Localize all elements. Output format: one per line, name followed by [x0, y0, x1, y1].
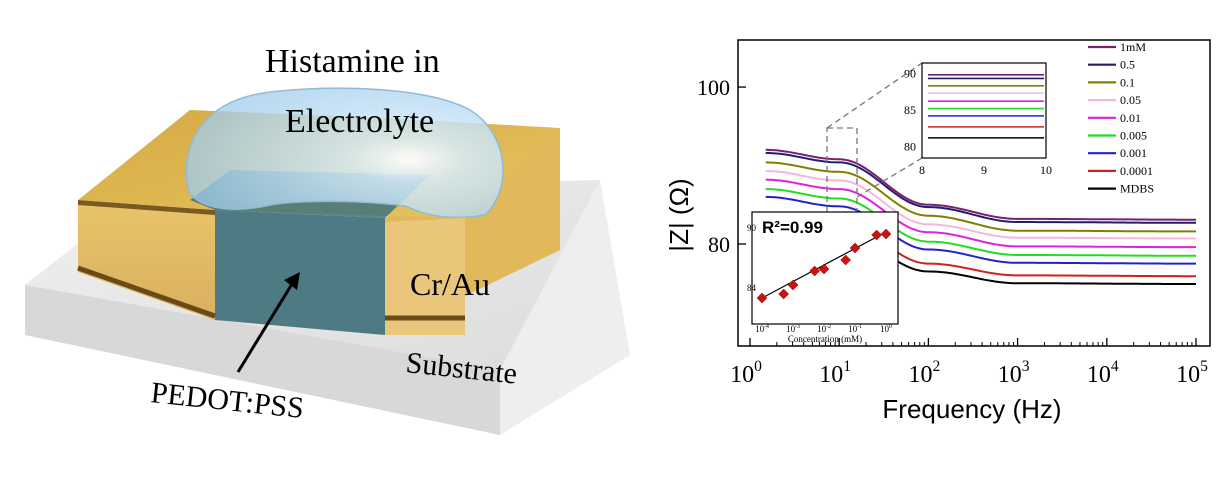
calibration-inset-content: 84 90 10-4 10-3 10-2 10-1 100	[747, 223, 892, 334]
x-tick-label: 100	[730, 358, 762, 388]
x-tick-label: 102	[909, 358, 941, 388]
legend-label: 0.001	[1120, 146, 1147, 160]
series-line-1	[765, 148, 1196, 221]
electrolyte-droplet	[185, 87, 504, 219]
legend-label: 0.005	[1120, 129, 1147, 143]
zoom-connector-bottom	[856, 157, 923, 198]
x-tick-label: 104	[1087, 358, 1119, 388]
data-point	[809, 265, 821, 277]
zoom-connector-top	[826, 62, 923, 129]
series-line-2	[765, 152, 1196, 224]
device-schematic: Histamine in Electrolyte Cr/Au Substrate…	[25, 43, 630, 435]
legend-label: MDBS	[1120, 182, 1154, 196]
series-line-7	[765, 195, 1196, 265]
y-tick-label: 100	[697, 75, 730, 100]
legend-label: 0.0001	[1120, 164, 1153, 178]
x-ticks: 100 101 102 103 104 105	[730, 338, 1208, 388]
legend-label: 0.01	[1120, 111, 1141, 125]
zoom-x-tick-label: 8	[919, 163, 925, 177]
calibration-y-tick-label: 84	[747, 283, 757, 293]
calibration-x-tick-label: 10-2	[817, 324, 831, 334]
electrode-label: Cr/Au	[410, 266, 490, 302]
data-point	[818, 263, 830, 275]
calibration-x-tick-label: 10-4	[755, 324, 769, 334]
data-point	[840, 254, 852, 266]
zoom-y-tick-label: 90	[904, 66, 916, 80]
x-tick-label: 101	[819, 358, 851, 388]
zoom-region-box	[826, 127, 858, 261]
legend-label: 0.1	[1120, 75, 1135, 89]
data-point	[880, 228, 892, 240]
calibration-x-axis-title: Concentration (mM)	[788, 334, 862, 344]
channel-arrow	[236, 272, 300, 373]
series-line-4	[765, 170, 1196, 240]
calibration-x-tick-label: 10-3	[786, 324, 800, 334]
zoom-inset-frame	[921, 62, 1047, 159]
y-ticks: 80 100	[697, 75, 746, 257]
droplet-label-line1: Histamine in	[265, 43, 440, 80]
zoom-y-tick-label: 85	[904, 103, 916, 117]
y-tick-label: 80	[708, 232, 730, 257]
legend-label: 0.05	[1120, 93, 1141, 107]
series-line-3	[765, 161, 1196, 233]
data-point	[849, 242, 861, 254]
x-tick-label: 103	[998, 358, 1030, 388]
calibration-x-tick-label: 100	[880, 324, 892, 334]
data-point	[778, 288, 790, 300]
x-tick-label: 105	[1176, 358, 1208, 388]
zoom-y-tick-label: 80	[904, 140, 916, 154]
droplet-label-line2: Electrolyte	[285, 103, 434, 140]
series-line-5	[765, 178, 1196, 249]
pedot-pss-channel	[215, 210, 385, 335]
main-series-lines	[765, 148, 1196, 285]
calibration-y-tick-label: 90	[747, 223, 757, 233]
zoom-inset-ticks: 80 85 90 8 9 10	[904, 66, 1052, 177]
data-point	[756, 292, 768, 304]
legend-label: 0.5	[1120, 58, 1135, 72]
r-squared-annotation: R²=0.99	[762, 218, 823, 237]
calibration-x-tick-label: 10-1	[848, 324, 862, 334]
zoom-x-tick-label: 10	[1040, 163, 1052, 177]
x-axis-title: Frequency (Hz)	[882, 394, 1061, 424]
legend: 1mM 0.5 0.1 0.05 0.01 0.005 0.001 0.0001 MDBS	[1088, 40, 1154, 196]
legend-label: 1mM	[1120, 40, 1146, 54]
zoom-x-tick-label: 9	[981, 163, 987, 177]
data-point	[787, 279, 799, 291]
series-line-6	[765, 188, 1196, 257]
plot-frame	[737, 39, 1211, 347]
zoom-inset-lines	[928, 74, 1044, 139]
data-point	[871, 229, 883, 241]
y-axis-title: |Z| (Ω)	[664, 178, 694, 251]
